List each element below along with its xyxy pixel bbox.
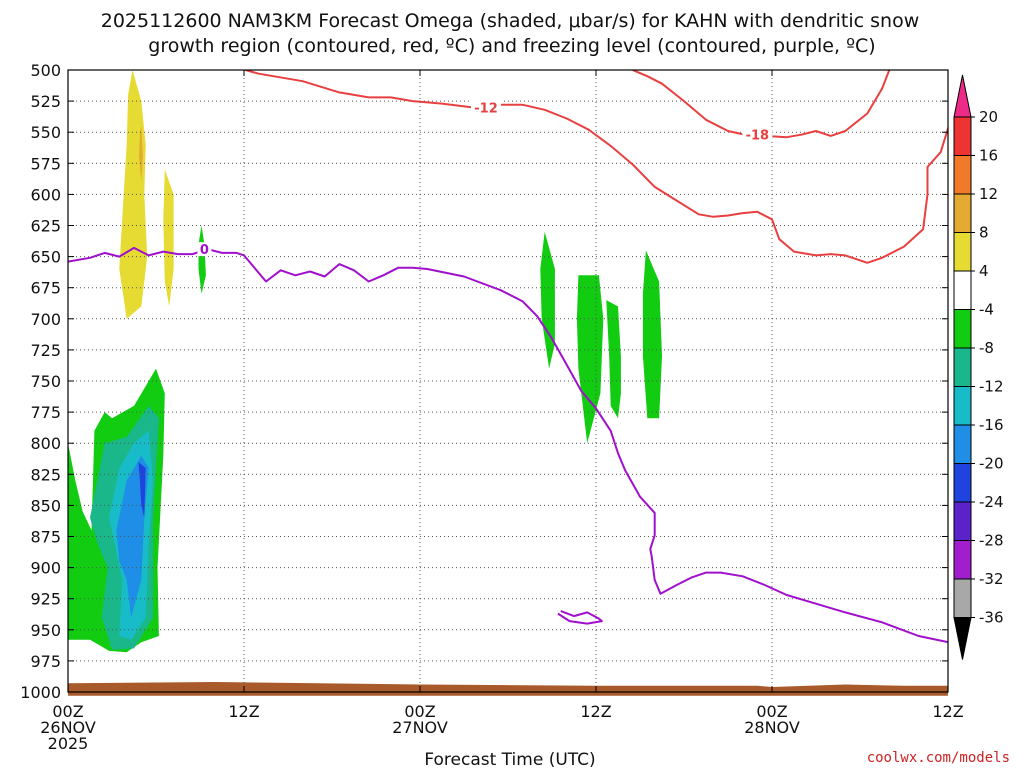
omega-region <box>163 169 174 307</box>
x-tick-label: 2025 <box>48 734 89 753</box>
contour-line <box>632 70 891 139</box>
y-tick-label: 725 <box>30 341 61 360</box>
y-tick-label: 650 <box>30 248 61 267</box>
colorbar-swatch <box>953 424 972 464</box>
colorbar-swatch <box>953 116 972 156</box>
x-tick-label: 26NOV <box>40 718 96 737</box>
chart-title-line1: 2025112600 NAM3KM Forecast Omega (shaded… <box>101 10 920 32</box>
colorbar-label: -20 <box>979 455 1004 473</box>
colorbar-label: 8 <box>979 224 989 242</box>
y-axis: 500 525 550 575 600 625 650 675 700 725 750 775 800 8… <box>20 61 948 702</box>
colorbar-label: -24 <box>979 493 1004 511</box>
colorbar-top-arrow <box>953 74 972 118</box>
colorbar-label: -4 <box>979 301 994 319</box>
colorbar-swatch <box>953 309 972 349</box>
colorbar-label: 20 <box>979 108 998 126</box>
colorbar-label: -8 <box>979 339 994 357</box>
y-tick-label: 575 <box>30 154 61 173</box>
contour-label: -12 <box>474 101 498 116</box>
x-tick-label: 00Z <box>756 702 787 721</box>
y-tick-label: 1000 <box>20 683 61 702</box>
omega-region <box>525 570 564 605</box>
temperature-contours: -12 -18 0 <box>68 70 948 644</box>
x-tick-label: 12Z <box>228 702 259 721</box>
chart-title-line2: growth region (contoured, red, ºC) and f… <box>148 35 875 57</box>
colorbar-swatch <box>953 155 972 195</box>
y-tick-label: 700 <box>30 310 61 329</box>
colorbar-label: -36 <box>979 609 1004 627</box>
y-tick-label: 550 <box>30 123 61 142</box>
colorbar-label: 16 <box>979 147 998 165</box>
colorbar-label: 4 <box>979 262 989 280</box>
omega-region <box>424 507 444 580</box>
contour-label: 0 <box>200 243 209 258</box>
colorbar-swatch <box>953 232 972 272</box>
y-tick-label: 975 <box>30 652 61 671</box>
x-tick-label: 12Z <box>932 702 963 721</box>
y-tick-label: 600 <box>30 185 61 204</box>
y-tick-label: 675 <box>30 279 61 298</box>
y-tick-label: 500 <box>30 61 61 80</box>
y-tick-label: 850 <box>30 496 61 515</box>
colorbar-bottom-arrow <box>953 617 972 660</box>
colorbar-swatch <box>953 270 972 310</box>
y-tick-label: 825 <box>30 465 61 484</box>
omega-region <box>849 534 890 618</box>
colorbar-label: -12 <box>979 378 1004 396</box>
y-tick-label: 925 <box>30 590 61 609</box>
omega-region <box>923 430 948 624</box>
omega-region <box>326 70 406 599</box>
colorbar-swatch <box>953 386 972 426</box>
omega-region <box>642 250 662 419</box>
omega-region <box>139 126 143 182</box>
contour-line <box>245 70 948 264</box>
y-tick-label: 875 <box>30 528 61 547</box>
omega-region <box>576 275 604 444</box>
colorbar-swatch <box>953 463 972 503</box>
y-tick-label: 775 <box>30 403 61 422</box>
colorbar-swatch <box>953 540 972 580</box>
colorbar-swatch <box>953 347 972 387</box>
contour-line <box>557 610 603 625</box>
omega-region <box>230 393 236 425</box>
omega-region <box>138 461 146 518</box>
colorbar-swatch <box>953 193 972 233</box>
colorbar-label: -32 <box>979 570 1004 588</box>
grid-lines <box>67 69 949 693</box>
omega-region <box>835 70 875 139</box>
y-tick-label: 525 <box>30 92 61 111</box>
x-tick-label: 27NOV <box>392 718 448 737</box>
omega-region <box>229 437 300 612</box>
y-tick-label: 800 <box>30 434 61 453</box>
credit-text: coolwx.com/models <box>867 750 1010 766</box>
x-tick-label: 12Z <box>580 702 611 721</box>
colorbar: 20 16 12 8 4 -4 -8 -12 -16 -20 -24 -28 -32 -36 <box>953 74 1004 660</box>
contour-label-bg <box>197 242 212 257</box>
omega-region <box>606 300 621 419</box>
x-tick-label: 00Z <box>404 702 435 721</box>
omega-region <box>791 387 809 574</box>
contour-label: -18 <box>746 129 770 144</box>
contour-label-bg <box>742 127 773 142</box>
x-tick-label: 00Z <box>52 702 83 721</box>
contour-label-bg <box>471 100 501 115</box>
y-tick-label: 750 <box>30 372 61 391</box>
omega-region <box>201 443 209 543</box>
omega-region <box>540 231 555 369</box>
x-axis-title: Forecast Time (UTC) <box>424 750 595 768</box>
y-tick-label: 950 <box>30 621 61 640</box>
colorbar-label: 12 <box>979 185 998 203</box>
x-tick-label: 28NOV <box>744 718 800 737</box>
omega-region <box>637 582 652 603</box>
y-tick-label: 625 <box>30 217 61 236</box>
omega-region <box>575 580 611 618</box>
colorbar-label: -16 <box>979 416 1004 434</box>
omega-region <box>745 381 765 574</box>
y-tick-label: 900 <box>30 559 61 578</box>
colorbar-swatch <box>953 578 972 618</box>
colorbar-swatch <box>953 501 972 541</box>
colorbar-label: -28 <box>979 532 1004 550</box>
